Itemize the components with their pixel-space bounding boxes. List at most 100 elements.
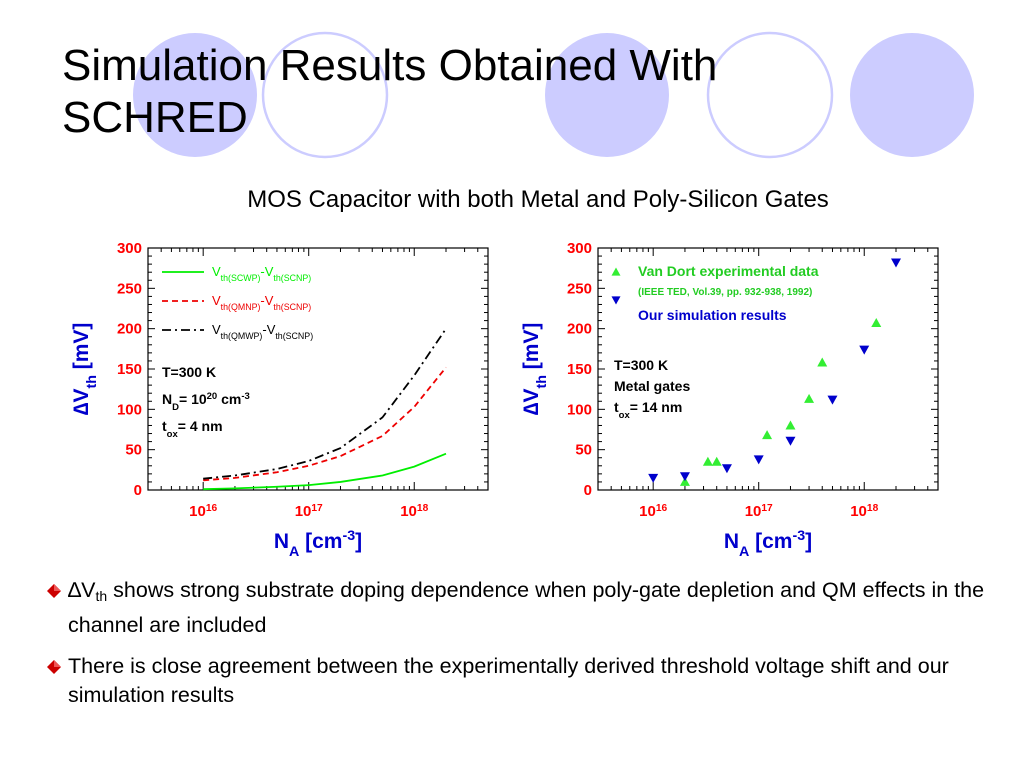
x-tick-base: 10 (639, 503, 656, 520)
annotation-part: = 14 nm (630, 399, 683, 415)
data-point (679, 476, 690, 486)
legend-label-part: -V (260, 293, 273, 308)
x-tick-base: 10 (850, 503, 867, 520)
decor-circle (261, 31, 389, 159)
y-tick-label: 0 (134, 482, 142, 499)
x-tick-exponent: 16 (656, 503, 668, 514)
x-axis-label-unit: [cm (749, 530, 792, 553)
x-axis-label-sub: A (739, 544, 749, 560)
annotation-part: t (614, 399, 619, 415)
bullet-prefix-sub: th (95, 588, 108, 604)
slide-title: Simulation Results Obtained With SCHRED (62, 41, 718, 142)
decor-circle (133, 33, 257, 157)
x-tick-label: 1018 (850, 503, 878, 521)
y-tick-label: 250 (117, 280, 142, 297)
y-tick-label: 150 (117, 361, 142, 378)
x-axis-label-close: ] (805, 530, 812, 553)
x-axis-label: NA [cm-3] (274, 528, 362, 560)
y-axis-label-main: ∆V (70, 389, 93, 416)
legend-note: (IEEE TED, Vol.39, pp. 932-938, 1992) (638, 287, 812, 298)
y-tick-label: 200 (567, 321, 592, 338)
legend-label-sub: th(SCNP) (275, 331, 313, 341)
data-point (785, 420, 796, 430)
y-tick-label: 300 (117, 240, 142, 257)
y-axis-label: ∆Vth [mV] (520, 323, 550, 416)
legend-marker (611, 267, 621, 276)
x-axis-label-unit: [cm (299, 530, 342, 553)
y-tick-label: 50 (125, 442, 142, 459)
x-tick-base: 10 (295, 503, 312, 520)
data-point (785, 436, 796, 446)
y-tick-label: 200 (117, 321, 142, 338)
x-axis-label-main: N (274, 530, 289, 553)
decor-circle (850, 33, 974, 157)
annotation: tox= 4 nm (162, 418, 223, 440)
annotation: tox= 14 nm (614, 399, 682, 421)
annotation-part: N (162, 391, 172, 407)
bullet-prefix: ∆V (68, 578, 96, 602)
series-line (203, 366, 447, 482)
bullet-text: shows strong substrate doping dependence… (68, 578, 985, 637)
data-point (762, 430, 773, 440)
legend-label-part: V (212, 293, 221, 308)
bullet-diamond-icon (47, 584, 61, 598)
annotation-part: T=300 K (162, 364, 216, 380)
bullet-item: There is close agreement between the exp… (44, 652, 994, 710)
bullet-diamond-icon (47, 660, 61, 674)
legend-label-part: V (212, 264, 221, 279)
x-tick-label: 1016 (639, 503, 667, 521)
annotation-part: ox (619, 410, 631, 421)
x-tick-label: 1017 (745, 503, 773, 521)
bullet-list: ∆Vth shows strong substrate doping depen… (44, 576, 994, 722)
y-tick-label: 150 (567, 361, 592, 378)
series-line (203, 452, 447, 491)
x-tick-base: 10 (400, 503, 417, 520)
legend-label-part: -V (262, 322, 275, 337)
x-tick-base: 10 (745, 503, 762, 520)
data-point (711, 456, 722, 466)
x-tick-label: 1016 (189, 503, 217, 521)
y-axis-label-unit: [mV] (520, 323, 543, 376)
annotation: ND= 1020 cm-3 (162, 391, 250, 413)
x-axis-label-close: ] (355, 530, 362, 553)
y-axis-label-main: ∆V (520, 389, 543, 416)
data-point (648, 473, 659, 483)
data-point (679, 472, 690, 482)
slide-subtitle: MOS Capacitor with both Metal and Poly-S… (247, 186, 829, 213)
data-point (817, 357, 828, 367)
annotation-part: -3 (241, 391, 249, 402)
annotation: T=300 K (614, 357, 668, 373)
series-line (203, 328, 447, 480)
data-point (827, 395, 838, 405)
y-tick-label: 100 (117, 401, 142, 418)
y-axis-label-sub: th (534, 375, 550, 388)
data-point (871, 318, 882, 328)
x-tick-base: 10 (189, 503, 206, 520)
data-point (753, 455, 764, 465)
legend-label-sub: th(QMNP) (221, 302, 261, 312)
x-tick-exponent: 18 (867, 503, 879, 514)
y-tick-label: 300 (567, 240, 592, 257)
annotation-part: cm (217, 391, 241, 407)
legend-label-sub: th(SCNP) (273, 273, 311, 283)
x-tick-label: 1018 (400, 503, 428, 521)
x-axis-label-sup: -3 (792, 528, 805, 544)
x-axis-label-main: N (724, 530, 739, 553)
x-tick-exponent: 17 (311, 503, 323, 514)
annotation-part: Metal gates (614, 378, 690, 394)
annotation-part: T=300 K (614, 357, 668, 373)
decor-circle (545, 33, 669, 157)
y-tick-label: 100 (567, 401, 592, 418)
legend-label: Van Dort experimental data (638, 263, 819, 279)
legend-marker (611, 296, 621, 305)
bullet-text: There is close agreement between the exp… (68, 654, 949, 707)
y-axis-label: ∆Vth [mV] (70, 323, 100, 416)
legend-label-sub: th(SCWP) (221, 273, 261, 283)
annotation-part: 20 (207, 391, 218, 402)
legend-label: Vth(SCWP)-Vth(SCNP) (212, 264, 311, 283)
legend-label-part: V (212, 322, 221, 337)
x-tick-exponent: 18 (417, 503, 429, 514)
annotation-part: D (172, 402, 179, 413)
legend-label: Vth(QMWP)-Vth(SCNP) (212, 322, 313, 341)
